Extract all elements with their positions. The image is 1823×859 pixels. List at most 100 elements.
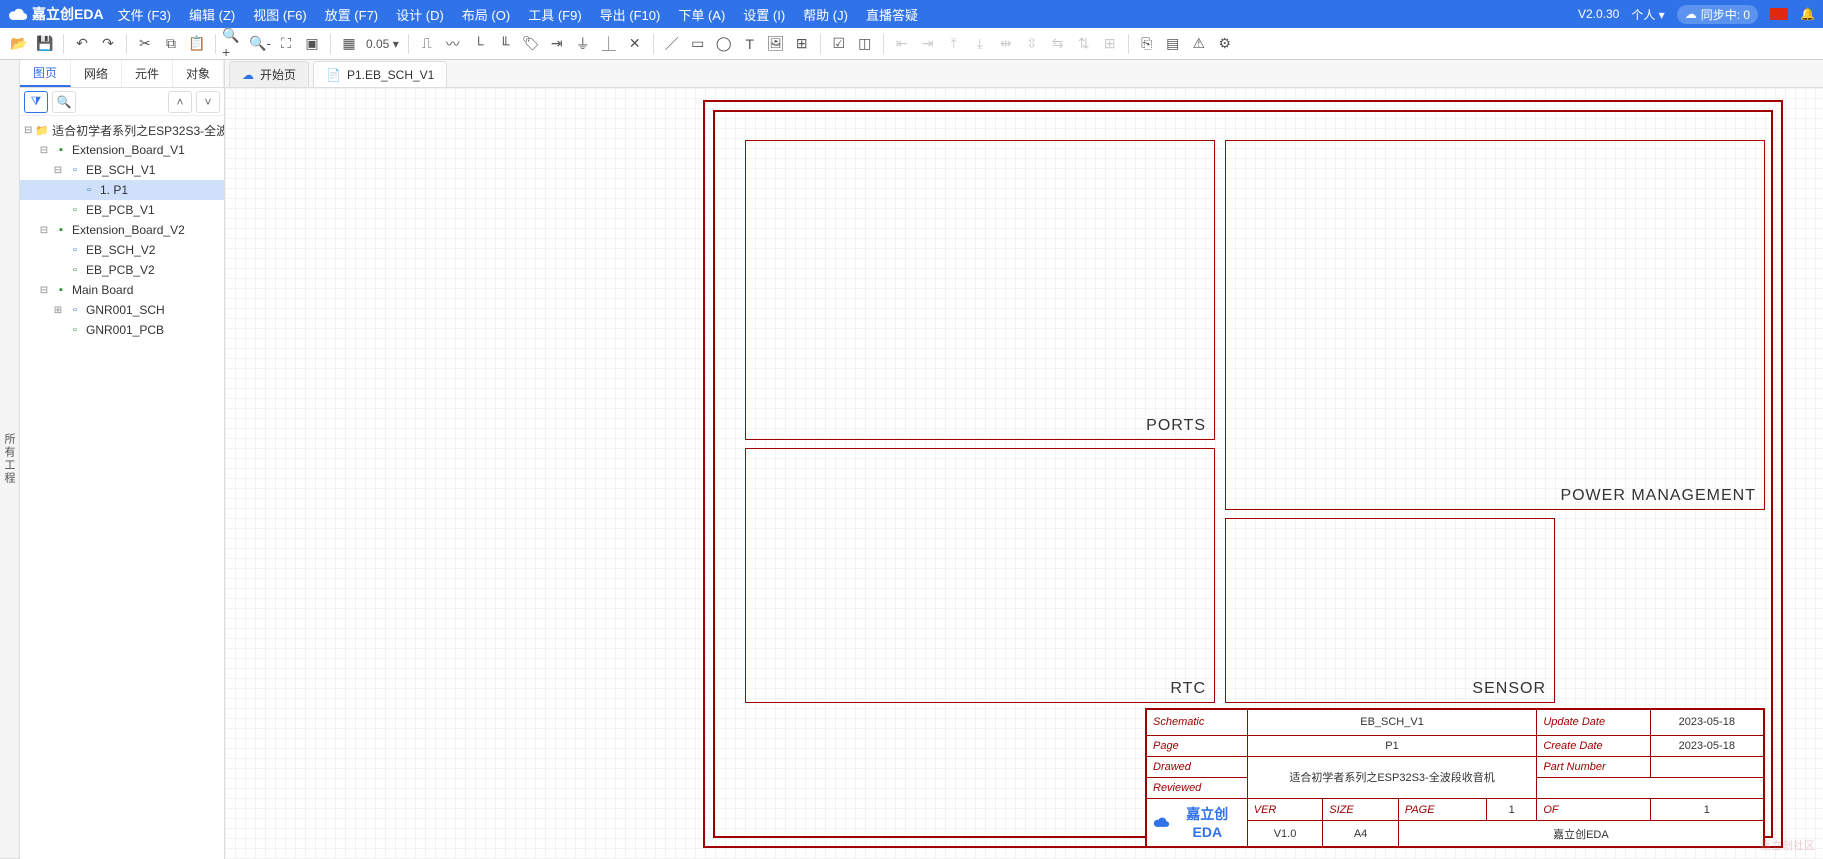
menu-视图[interactable]: 视图 (F6) [253,5,306,24]
collapse-icon[interactable]: ˄ [168,91,192,113]
zoom-fit-icon[interactable]: ⛶ [274,32,298,56]
tree-label: GNR001_PCB [86,323,164,337]
doc-tab-label: P1.EB_SCH_V1 [347,68,434,82]
redo-icon[interactable]: ↷ [96,32,120,56]
menu-布局[interactable]: 布局 (O) [462,5,510,24]
design-manager-icon[interactable]: ☑ [827,32,851,56]
tree-expander[interactable]: ⊞ [52,305,64,316]
tree-item[interactable]: ▫GNR001_PCB [20,320,224,340]
tree-item[interactable]: ⊟▪Extension_Board_V1 [20,140,224,160]
schematic-svg: CN4HDGC2001WV-4P12345VINGNDIO13IO14CN5HD… [225,88,525,238]
save-icon[interactable]: 💾 [33,32,57,56]
draw-circle-icon[interactable]: ◯ [712,32,736,56]
page-icon: ▫ [81,183,97,197]
toolbar: 📂 💾 ↶ ↷ ✂ ⧉ 📋 🔍+ 🔍- ⛶ ▣ ▦ 0.05 ▾ ⎍ 〰 └ ╙… [0,28,1823,60]
place-noerc-icon[interactable]: ✕ [623,32,647,56]
place-wire-icon[interactable]: └ [467,32,491,56]
undo-icon[interactable]: ↶ [70,32,94,56]
side-tab-2[interactable]: 元件 [122,60,173,87]
menu-放置[interactable]: 放置 (F7) [325,5,378,24]
grid-icon[interactable]: ▦ [337,32,361,56]
place-gnd-icon[interactable]: ⏊ [597,32,621,56]
tree-item[interactable]: ⊟▪Extension_Board_V2 [20,220,224,240]
expand-icon[interactable]: ˅ [196,91,220,113]
cut-icon[interactable]: ✂ [133,32,157,56]
board-icon: ▪ [53,283,69,297]
menu-帮助[interactable]: 帮助 (J) [803,5,848,24]
doc-tab[interactable]: ☁开始页 [229,61,309,87]
tree-expander[interactable]: ⊟ [38,145,50,156]
project-tree: ⊟📁适合初学者系列之ESP32S3-全波段⊟▪Extension_Board_V… [20,116,224,859]
erc-icon[interactable]: ⚠ [1187,32,1211,56]
zoom-in-icon[interactable]: 🔍+ [222,32,246,56]
place-netport-icon[interactable]: ⇥ [545,32,569,56]
open-icon[interactable]: 📂 [7,32,31,56]
doc-tab-icon: ☁ [242,68,254,82]
side-tab-1[interactable]: 网络 [71,60,122,87]
search-icon[interactable]: 🔍 [52,91,76,113]
tree-item[interactable]: ▫EB_PCB_V1 [20,200,224,220]
tree-item[interactable]: ⊟▫EB_SCH_V1 [20,160,224,180]
left-rail: 所有工程工程设计常用库器件标准化 [0,60,20,859]
draw-line-icon[interactable]: ／ [660,32,684,56]
tree-item[interactable]: ⊟📁适合初学者系列之ESP32S3-全波段 [20,120,224,140]
tree-expander[interactable]: ⊟ [24,125,32,136]
side-tab-0[interactable]: 图页 [20,60,71,87]
tree-item[interactable]: ▫EB_SCH_V2 [20,240,224,260]
menu-工具[interactable]: 工具 (F9) [528,5,581,24]
filter-icon[interactable]: ⧩ [24,91,48,113]
tree-expander[interactable]: ⊟ [52,165,64,176]
schematic-canvas[interactable]: PORTS POWER MANAGEMENT RTC SENSOR CN4HDG… [225,88,1823,859]
cloud-sync-icon: ☁ [1685,7,1697,21]
rail-0[interactable]: 所有工程 [0,60,19,859]
place-bus-icon[interactable]: ╙ [493,32,517,56]
account-menu[interactable]: 个人 ▾ [1631,6,1664,23]
title-block: Schematic EB_SCH_V1 Update Date 2023-05-… [1145,708,1765,848]
tree-item[interactable]: ▫EB_PCB_V2 [20,260,224,280]
tree-expander[interactable]: ⊟ [38,285,50,296]
tree-item[interactable]: ▫1. P1 [20,180,224,200]
draw-table-icon[interactable]: ⊞ [790,32,814,56]
zoom-actual-icon[interactable]: ▣ [300,32,324,56]
side-tab-3[interactable]: 对象 [173,60,224,87]
tree-expander[interactable]: ⊟ [38,225,50,236]
tree-label: Main Board [72,283,133,297]
tree-label: GNR001_SCH [86,303,165,317]
align-grid-icon: ⊞ [1098,32,1122,56]
menu-设计[interactable]: 设计 (D) [396,5,444,24]
pcb-icon: ▫ [67,263,83,277]
pcb-icon: ▫ [67,323,83,337]
doc-tab[interactable]: 📄P1.EB_SCH_V1 [313,61,447,87]
paste-icon[interactable]: 📋 [185,32,209,56]
language-flag[interactable] [1770,8,1788,20]
menu-直播答疑[interactable]: 直播答疑 [866,5,918,24]
place-part-icon[interactable]: ⎍ [415,32,439,56]
eda-logo: 嘉立创EDA [1153,804,1241,840]
draw-text-icon[interactable]: T [738,32,762,56]
menu-导出[interactable]: 导出 (F10) [600,5,661,24]
place-power-icon[interactable]: ⏚ [571,32,595,56]
tree-item[interactable]: ⊟▪Main Board [20,280,224,300]
block-title-ports: PORTS [1146,417,1206,435]
cross-probe-icon[interactable]: ⎘ [1135,32,1159,56]
zoom-out-icon[interactable]: 🔍- [248,32,272,56]
copy-icon[interactable]: ⧉ [159,32,183,56]
menu-设置[interactable]: 设置 (I) [743,5,785,24]
draw-rect-icon[interactable]: ▭ [686,32,710,56]
settings-icon[interactable]: ⚙ [1213,32,1237,56]
pcb-icon: ▫ [67,203,83,217]
menu-文件[interactable]: 文件 (F3) [118,5,171,24]
sync-status[interactable]: ☁ 同步中: 0 [1677,5,1758,24]
tree-item[interactable]: ⊞▫GNR001_SCH [20,300,224,320]
zoom-value[interactable]: 0.05 ▾ [362,37,403,51]
draw-image-icon[interactable]: 🖼 [764,32,788,56]
bom-icon[interactable]: ▤ [1161,32,1185,56]
version-label: V2.0.30 [1578,7,1619,21]
block-power: POWER MANAGEMENT [1225,140,1765,510]
menu-下单[interactable]: 下单 (A) [678,5,725,24]
footprint-icon[interactable]: ◫ [853,32,877,56]
place-res-icon[interactable]: 〰 [441,32,465,56]
place-netlabel-icon[interactable]: 🏷 [519,32,543,56]
notifications-icon[interactable]: 🔔 [1800,7,1815,21]
menu-编辑[interactable]: 编辑 (Z) [189,5,235,24]
